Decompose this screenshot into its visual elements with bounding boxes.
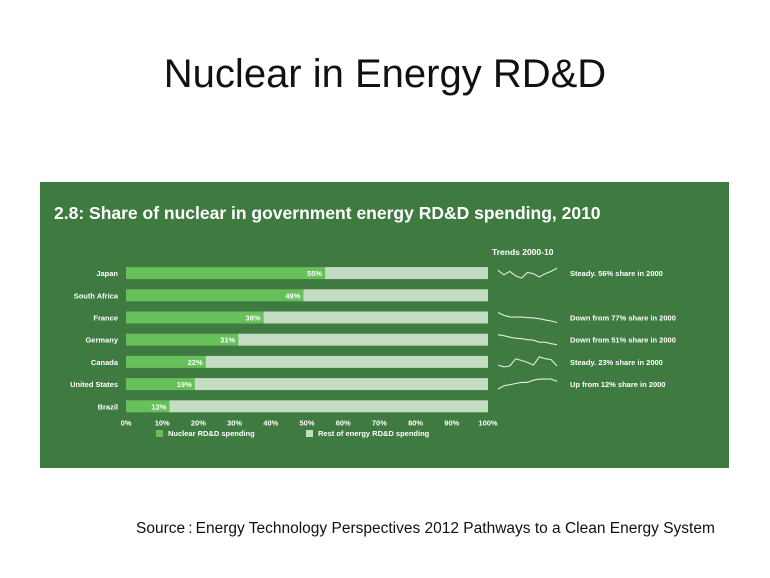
x-tick-label: 70%: [372, 418, 387, 427]
value-label: 19%: [177, 380, 192, 389]
x-tick-label: 90%: [444, 418, 459, 427]
bar-rest: [303, 289, 488, 302]
bar-row: France 38%: [93, 311, 488, 324]
chart-title: 2.8: Share of nuclear in government ener…: [54, 203, 601, 223]
bar-rest: [238, 333, 488, 346]
x-tick-label: 40%: [263, 418, 278, 427]
category-label: Canada: [91, 358, 119, 367]
bar-nuclear: [126, 355, 206, 368]
trend-sparkline: [497, 334, 558, 346]
chart-panel: 2.8: Share of nuclear in government ener…: [40, 182, 729, 468]
bar-rest: [205, 355, 488, 368]
trend-item: Steady. 56% share in 2000: [497, 267, 663, 279]
trend-item: Up from 12% share in 2000: [497, 378, 665, 390]
bar-rest: [194, 378, 488, 391]
category-label: Japan: [96, 269, 118, 278]
legend-swatch: [156, 430, 163, 437]
bar-row: United States 19%: [70, 378, 488, 391]
category-label: Brazil: [98, 402, 118, 411]
category-label: South Africa: [74, 291, 119, 300]
bar-nuclear: [126, 311, 264, 324]
bar-nuclear: [126, 378, 195, 391]
trend-sparkline: [497, 312, 558, 324]
bar-rest: [325, 267, 488, 280]
trend-label: Steady. 23% share in 2000: [570, 358, 663, 367]
trend-item: Down from 77% share in 2000: [497, 312, 676, 324]
bar-row: Japan 55%: [96, 267, 488, 280]
bar-nuclear: [126, 289, 304, 302]
x-tick-label: 60%: [336, 418, 351, 427]
bar-row: Germany 31%: [85, 333, 488, 346]
category-label: United States: [70, 380, 118, 389]
slide-title: Nuclear in Energy RD&D: [163, 52, 607, 96]
legend-swatch: [306, 430, 313, 437]
trends-title: Trends 2000-10: [492, 247, 554, 257]
x-tick-label: 20%: [191, 418, 206, 427]
bars-layer: Japan 55% South Africa 49% France 38% Germany 3…: [70, 267, 488, 413]
x-tick-label: 100%: [478, 418, 498, 427]
bar-nuclear: [126, 333, 239, 346]
trend-item: Down from 51% share in 2000: [497, 334, 676, 346]
trend-label: Down from 77% share in 2000: [570, 314, 676, 323]
trend-sparkline: [497, 356, 558, 368]
x-tick-label: 50%: [299, 418, 314, 427]
value-label: 38%: [246, 314, 261, 323]
value-label: 22%: [188, 358, 203, 367]
legend-label: Nuclear RD&D spending: [168, 429, 255, 438]
value-label: 31%: [220, 336, 235, 345]
category-label: France: [93, 314, 118, 323]
value-label: 55%: [307, 269, 322, 278]
bar-nuclear: [126, 267, 326, 280]
trend-item: Steady. 23% share in 2000: [497, 356, 663, 368]
trend-label: Steady. 56% share in 2000: [570, 269, 663, 278]
source-citation: Source : Energy Technology Perspectives …: [136, 520, 715, 537]
category-label: Germany: [85, 336, 118, 345]
bar-rest: [169, 400, 488, 413]
value-label: 12%: [151, 402, 166, 411]
x-tick-label: 0%: [121, 418, 132, 427]
trend-sparkline: [497, 267, 558, 279]
value-label: 49%: [285, 291, 300, 300]
chart-svg: 2.8: Share of nuclear in government ener…: [40, 182, 729, 468]
bar-nuclear: [126, 400, 170, 413]
trend-sparkline: [497, 378, 558, 390]
trend-label: Up from 12% share in 2000: [570, 380, 665, 389]
bar-rest: [263, 311, 488, 324]
legend-label: Rest of energy RD&D spending: [318, 429, 430, 438]
bar-row: South Africa 49%: [74, 289, 488, 302]
x-tick-label: 30%: [227, 418, 242, 427]
x-tick-label: 80%: [408, 418, 423, 427]
bar-row: Canada 22%: [91, 355, 488, 368]
trend-label: Down from 51% share in 2000: [570, 336, 676, 345]
chart-background: [40, 182, 729, 468]
x-tick-label: 10%: [155, 418, 170, 427]
bar-row: Brazil 12%: [98, 400, 488, 413]
trends-layer: Steady. 56% share in 2000 Down from 77% s…: [497, 267, 676, 390]
legend: Nuclear RD&D spending Rest of energy RD&D…: [156, 429, 430, 438]
x-axis: 0% 10% 20% 30% 40% 50% 60% 70% 80% 90% 100%: [121, 418, 498, 427]
